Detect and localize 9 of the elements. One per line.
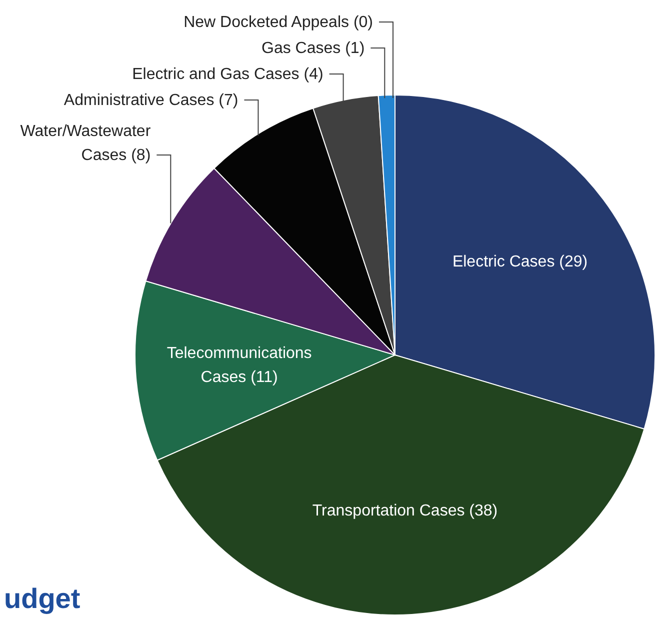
text: udget: [4, 583, 80, 614]
slice-label: Transportation Cases (38): [312, 502, 498, 520]
slice-label: Electric Cases (29): [452, 253, 588, 270]
slice-label: Water/Wastewater Cases (8): [20, 122, 152, 164]
slice-label: Administrative Cases (7): [64, 92, 238, 108]
category-label: New Docketed Appeals (0): [184, 14, 373, 30]
slice-label: Gas Cases (1): [262, 40, 365, 56]
slice-label: Telecommunications Cases (11): [166, 344, 312, 386]
slice-label: Electric and Gas Cases (4): [132, 66, 324, 82]
